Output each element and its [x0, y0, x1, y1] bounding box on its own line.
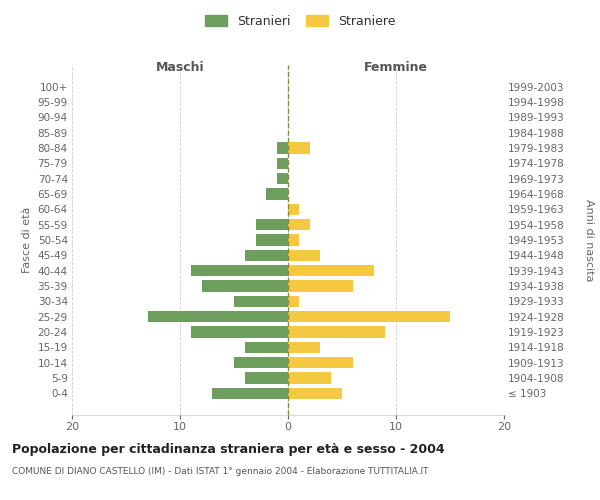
Bar	[256, 234, 288, 246]
Bar	[277, 142, 288, 154]
Bar	[277, 173, 288, 184]
Bar	[266, 188, 288, 200]
Y-axis label: Fasce di età: Fasce di età	[22, 207, 32, 273]
Legend: Stranieri, Straniere: Stranieri, Straniere	[201, 11, 399, 32]
Text: Popolazione per cittadinanza straniera per età e sesso - 2004: Popolazione per cittadinanza straniera p…	[12, 442, 445, 456]
Bar	[288, 372, 331, 384]
Bar	[288, 357, 353, 368]
Bar	[234, 357, 288, 368]
Bar	[288, 265, 374, 276]
Bar	[245, 342, 288, 353]
Text: COMUNE DI DIANO CASTELLO (IM) - Dati ISTAT 1° gennaio 2004 - Elaborazione TUTTIT: COMUNE DI DIANO CASTELLO (IM) - Dati IST…	[12, 468, 428, 476]
Bar	[288, 326, 385, 338]
Bar	[288, 204, 299, 215]
Bar	[288, 311, 450, 322]
Bar	[288, 219, 310, 230]
Bar	[191, 265, 288, 276]
Bar	[148, 311, 288, 322]
Bar	[212, 388, 288, 399]
Bar	[288, 388, 342, 399]
Bar	[277, 158, 288, 169]
Bar	[245, 372, 288, 384]
Text: Femmine: Femmine	[364, 62, 428, 74]
Bar	[288, 280, 353, 292]
Y-axis label: Anni di nascita: Anni di nascita	[584, 198, 595, 281]
Bar	[288, 342, 320, 353]
Text: Maschi: Maschi	[155, 62, 205, 74]
Bar	[288, 234, 299, 246]
Bar	[256, 219, 288, 230]
Bar	[191, 326, 288, 338]
Bar	[202, 280, 288, 292]
Bar	[245, 250, 288, 261]
Bar	[288, 250, 320, 261]
Bar	[234, 296, 288, 307]
Bar	[288, 142, 310, 154]
Bar	[288, 296, 299, 307]
